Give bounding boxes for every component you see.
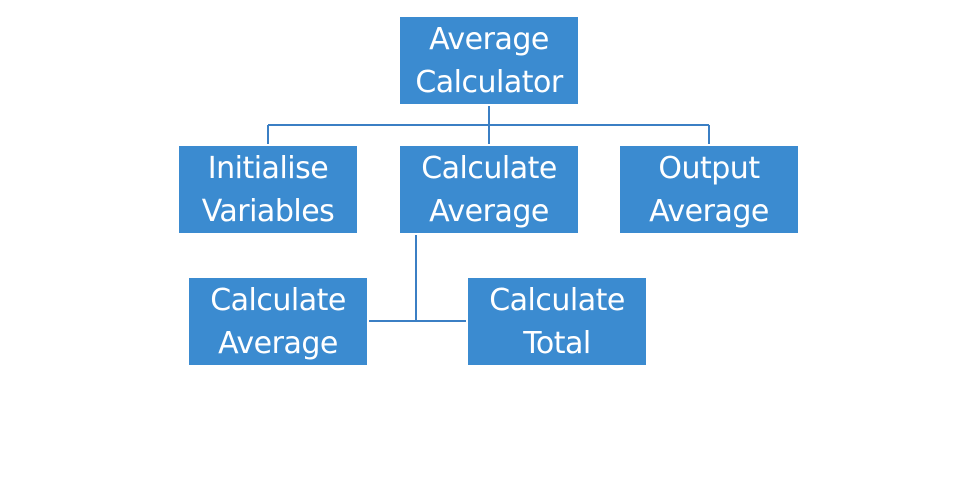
node-label: Calculate Total — [489, 282, 625, 361]
node-output-average: Output Average — [618, 144, 800, 235]
node-calculate-total: Calculate Total — [466, 276, 648, 367]
node-label: Average Calculator — [415, 21, 563, 100]
node-label: Calculate Average — [421, 150, 557, 229]
node-label: Initialise Variables — [201, 150, 335, 229]
node-sub-calculate-average: Calculate Average — [187, 276, 369, 367]
node-initialise-variables: Initialise Variables — [177, 144, 359, 235]
node-average-calculator: Average Calculator — [398, 15, 580, 106]
node-label: Calculate Average — [210, 282, 346, 361]
node-calculate-average: Calculate Average — [398, 144, 580, 235]
node-label: Output Average — [649, 150, 769, 229]
